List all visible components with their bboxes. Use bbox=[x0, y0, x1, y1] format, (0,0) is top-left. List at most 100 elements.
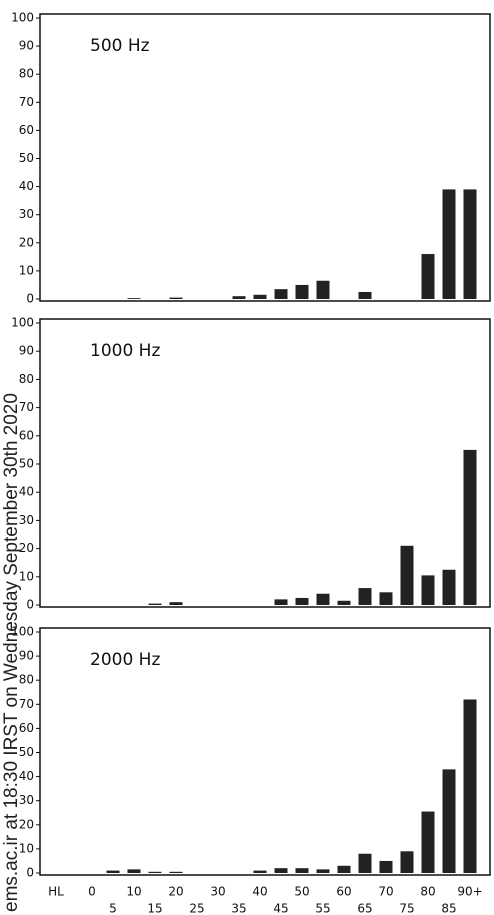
x-tick-label: 15 bbox=[147, 902, 162, 915]
bar bbox=[274, 868, 288, 873]
bar bbox=[463, 699, 477, 873]
x-tick-label: 30 bbox=[210, 885, 225, 899]
panel-frame bbox=[39, 13, 491, 302]
y-tick-label: 100 bbox=[11, 625, 34, 639]
y-tick-label: 30 bbox=[19, 793, 34, 807]
bar bbox=[442, 769, 456, 873]
bar bbox=[337, 600, 351, 605]
bar bbox=[442, 569, 456, 605]
x-tick-label: 40 bbox=[252, 885, 267, 899]
y-tick-label: 60 bbox=[19, 428, 34, 442]
bar bbox=[463, 189, 477, 299]
y-tick-label: 100 bbox=[11, 316, 34, 330]
bar bbox=[379, 860, 393, 873]
y-tick-label: 50 bbox=[19, 457, 34, 471]
bar bbox=[316, 869, 330, 873]
bar bbox=[358, 588, 372, 605]
bar bbox=[232, 296, 246, 299]
x-tick-label: 60 bbox=[336, 885, 351, 899]
bar bbox=[295, 597, 309, 605]
panel-frame bbox=[39, 627, 491, 876]
bar bbox=[337, 865, 351, 873]
bar bbox=[421, 254, 435, 299]
bar bbox=[169, 602, 183, 605]
bar bbox=[358, 291, 372, 299]
x-tick-label: 90+ bbox=[457, 885, 482, 899]
bar bbox=[253, 294, 267, 299]
y-tick-label: 10 bbox=[19, 263, 34, 277]
bar bbox=[253, 870, 267, 873]
y-tick-label: 40 bbox=[19, 485, 34, 499]
bar bbox=[127, 869, 141, 873]
bar bbox=[169, 297, 183, 299]
bar bbox=[274, 289, 288, 299]
x-tick-label: HL bbox=[48, 885, 64, 899]
y-tick-label: 30 bbox=[19, 207, 34, 221]
y-tick-label: 80 bbox=[19, 372, 34, 386]
y-tick-label: 30 bbox=[19, 513, 34, 527]
bar bbox=[316, 593, 330, 605]
bar bbox=[127, 298, 141, 299]
y-tick-label: 10 bbox=[19, 841, 34, 855]
bar bbox=[400, 851, 414, 873]
bar bbox=[400, 545, 414, 605]
bar bbox=[148, 603, 162, 605]
y-tick-label: 90 bbox=[19, 39, 34, 53]
bar bbox=[169, 871, 183, 873]
x-tick-label: 25 bbox=[189, 902, 204, 915]
watermark: ems.ac.ir at 18:30 IRST on Wednesday Sep… bbox=[1, 393, 22, 912]
x-tick-label: 80 bbox=[420, 885, 435, 899]
bar bbox=[358, 853, 372, 873]
panel-title: 2000 Hz bbox=[90, 650, 160, 670]
x-tick-label: 65 bbox=[357, 902, 372, 915]
y-tick-label: 50 bbox=[19, 151, 34, 165]
bar bbox=[421, 811, 435, 873]
x-tick-label: 45 bbox=[273, 902, 288, 915]
bar bbox=[295, 284, 309, 299]
y-tick-label: 20 bbox=[19, 817, 34, 831]
y-tick-label: 0 bbox=[26, 598, 34, 612]
x-tick-label: 55 bbox=[315, 902, 330, 915]
y-tick-label: 70 bbox=[19, 400, 34, 414]
y-tick-label: 90 bbox=[19, 344, 34, 358]
x-tick-label: 50 bbox=[294, 885, 309, 899]
y-tick-label: 0 bbox=[26, 292, 34, 306]
x-tick-label: 20 bbox=[168, 885, 183, 899]
bar bbox=[379, 592, 393, 605]
panel-frame bbox=[39, 318, 491, 608]
bar bbox=[295, 868, 309, 873]
y-tick-label: 50 bbox=[19, 745, 34, 759]
bar bbox=[106, 870, 120, 873]
y-tick-label: 90 bbox=[19, 649, 34, 663]
panel-title: 1000 Hz bbox=[90, 341, 160, 361]
bar bbox=[442, 189, 456, 299]
y-tick-label: 100 bbox=[11, 11, 34, 25]
y-tick-label: 40 bbox=[19, 769, 34, 783]
bar bbox=[148, 871, 162, 873]
y-tick-label: 80 bbox=[19, 67, 34, 81]
y-tick-label: 60 bbox=[19, 721, 34, 735]
y-tick-label: 70 bbox=[19, 95, 34, 109]
y-tick-label: 80 bbox=[19, 673, 34, 687]
y-tick-label: 0 bbox=[26, 866, 34, 880]
panel-title: 500 Hz bbox=[90, 36, 150, 56]
x-tick-label: 10 bbox=[126, 885, 141, 899]
bar bbox=[274, 599, 288, 605]
x-tick-label: 75 bbox=[399, 902, 414, 915]
x-tick-label: 0 bbox=[88, 885, 96, 899]
x-tick-label: 35 bbox=[231, 902, 246, 915]
y-tick-label: 20 bbox=[19, 541, 34, 555]
x-tick-label: 70 bbox=[378, 885, 393, 899]
y-tick-label: 10 bbox=[19, 569, 34, 583]
x-tick-label: 85 bbox=[441, 902, 456, 915]
bar bbox=[421, 575, 435, 605]
y-tick-label: 40 bbox=[19, 179, 34, 193]
y-tick-label: 70 bbox=[19, 697, 34, 711]
y-tick-label: 20 bbox=[19, 235, 34, 249]
bar bbox=[316, 280, 330, 299]
y-tick-label: 60 bbox=[19, 123, 34, 137]
bar bbox=[463, 449, 477, 605]
x-tick-label: 5 bbox=[109, 902, 117, 915]
